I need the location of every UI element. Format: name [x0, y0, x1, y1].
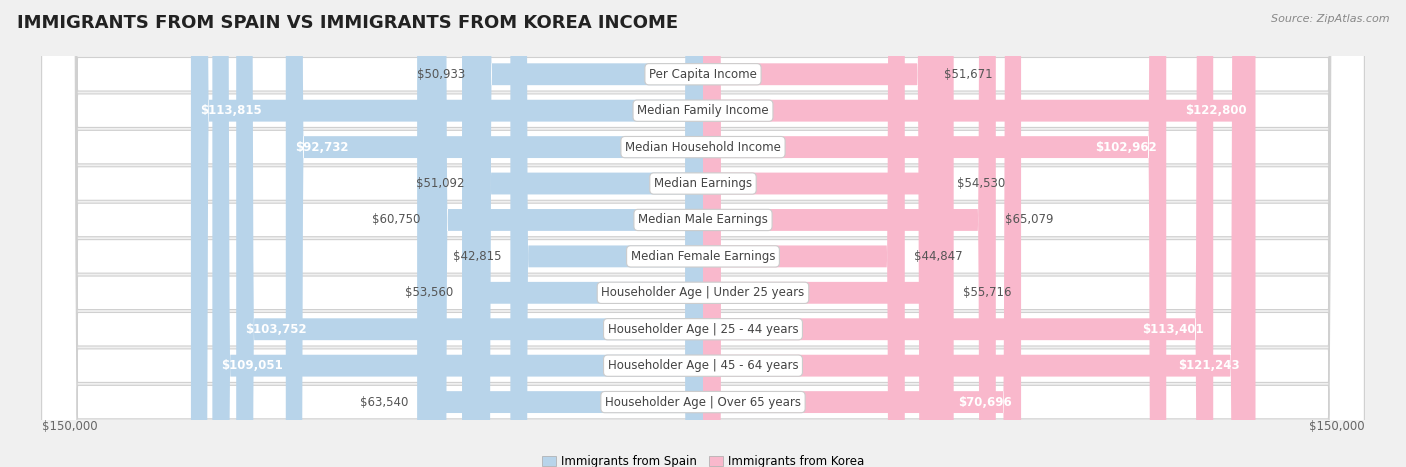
Text: $103,752: $103,752	[245, 323, 307, 336]
FancyBboxPatch shape	[703, 0, 1249, 467]
FancyBboxPatch shape	[463, 0, 703, 467]
Text: $113,815: $113,815	[200, 104, 262, 117]
FancyBboxPatch shape	[212, 0, 703, 467]
FancyBboxPatch shape	[42, 0, 1364, 467]
Text: $113,401: $113,401	[1143, 323, 1204, 336]
FancyBboxPatch shape	[418, 0, 703, 467]
Text: $109,051: $109,051	[221, 359, 283, 372]
FancyBboxPatch shape	[42, 0, 1364, 467]
Text: Median Earnings: Median Earnings	[654, 177, 752, 190]
FancyBboxPatch shape	[42, 0, 1364, 467]
FancyBboxPatch shape	[42, 0, 1364, 467]
Text: $70,696: $70,696	[959, 396, 1012, 409]
Text: $60,750: $60,750	[373, 213, 420, 226]
FancyBboxPatch shape	[430, 0, 703, 467]
Legend: Immigrants from Spain, Immigrants from Korea: Immigrants from Spain, Immigrants from K…	[537, 450, 869, 467]
Text: Householder Age | 25 - 44 years: Householder Age | 25 - 44 years	[607, 323, 799, 336]
FancyBboxPatch shape	[42, 0, 1364, 467]
Text: IMMIGRANTS FROM SPAIN VS IMMIGRANTS FROM KOREA INCOME: IMMIGRANTS FROM SPAIN VS IMMIGRANTS FROM…	[17, 14, 678, 32]
Text: $50,933: $50,933	[416, 68, 465, 81]
FancyBboxPatch shape	[703, 0, 1021, 467]
Text: Median Female Earnings: Median Female Earnings	[631, 250, 775, 263]
Text: $51,092: $51,092	[416, 177, 464, 190]
Text: Median Family Income: Median Family Income	[637, 104, 769, 117]
Text: $92,732: $92,732	[295, 141, 349, 154]
FancyBboxPatch shape	[703, 0, 905, 467]
FancyBboxPatch shape	[703, 0, 948, 467]
Text: Median Household Income: Median Household Income	[626, 141, 780, 154]
FancyBboxPatch shape	[474, 0, 703, 467]
FancyBboxPatch shape	[42, 0, 1364, 467]
FancyBboxPatch shape	[42, 0, 1364, 467]
FancyBboxPatch shape	[703, 0, 1256, 467]
FancyBboxPatch shape	[703, 0, 995, 467]
Text: $55,716: $55,716	[963, 286, 1011, 299]
FancyBboxPatch shape	[42, 0, 1364, 467]
Text: $42,815: $42,815	[453, 250, 502, 263]
Text: Median Male Earnings: Median Male Earnings	[638, 213, 768, 226]
Text: $150,000: $150,000	[1309, 420, 1364, 433]
Text: Source: ZipAtlas.com: Source: ZipAtlas.com	[1271, 14, 1389, 24]
Text: $150,000: $150,000	[42, 420, 97, 433]
Text: $102,962: $102,962	[1095, 141, 1157, 154]
FancyBboxPatch shape	[285, 0, 703, 467]
Text: $54,530: $54,530	[957, 177, 1005, 190]
FancyBboxPatch shape	[474, 0, 703, 467]
Text: Householder Age | Over 65 years: Householder Age | Over 65 years	[605, 396, 801, 409]
FancyBboxPatch shape	[703, 0, 1213, 467]
Text: Per Capita Income: Per Capita Income	[650, 68, 756, 81]
FancyBboxPatch shape	[191, 0, 703, 467]
Text: $44,847: $44,847	[914, 250, 962, 263]
FancyBboxPatch shape	[42, 0, 1364, 467]
FancyBboxPatch shape	[510, 0, 703, 467]
Text: $122,800: $122,800	[1185, 104, 1247, 117]
FancyBboxPatch shape	[703, 0, 1166, 467]
Text: $63,540: $63,540	[360, 396, 408, 409]
FancyBboxPatch shape	[42, 0, 1364, 467]
Text: Householder Age | 45 - 64 years: Householder Age | 45 - 64 years	[607, 359, 799, 372]
FancyBboxPatch shape	[236, 0, 703, 467]
FancyBboxPatch shape	[703, 0, 935, 467]
Text: $121,243: $121,243	[1178, 359, 1240, 372]
Text: $51,671: $51,671	[945, 68, 993, 81]
Text: $65,079: $65,079	[1005, 213, 1053, 226]
Text: Householder Age | Under 25 years: Householder Age | Under 25 years	[602, 286, 804, 299]
Text: $53,560: $53,560	[405, 286, 453, 299]
FancyBboxPatch shape	[703, 0, 953, 467]
